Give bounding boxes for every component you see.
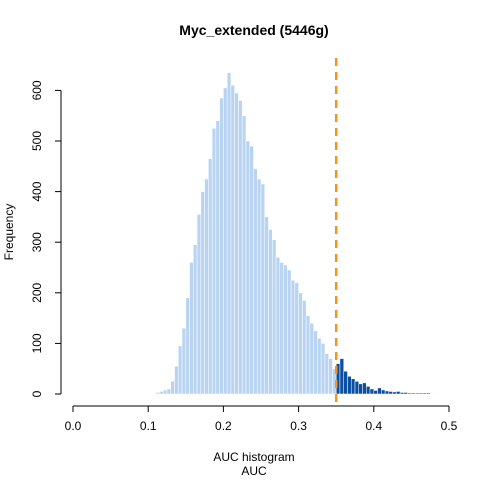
x-tick-label: 0.4 <box>365 419 382 433</box>
histogram-bar <box>260 183 266 395</box>
histogram-bar <box>208 158 213 395</box>
x-axis-label-line1: AUC histogram <box>213 450 294 464</box>
histogram-bar <box>178 345 183 395</box>
x-axis: 0.0 0.1 0.2 0.3 0.4 0.5 <box>65 405 458 433</box>
histogram-bar <box>366 386 371 395</box>
histogram-bar <box>234 92 239 395</box>
histogram-bar <box>200 191 205 395</box>
histogram-bar <box>279 262 284 395</box>
histogram-bar <box>411 392 416 395</box>
histogram-bar <box>414 392 420 395</box>
histogram-bar <box>418 392 423 395</box>
x-tick-label: 0.2 <box>215 419 232 433</box>
histogram-bar <box>433 393 438 395</box>
histogram-bar <box>392 391 397 395</box>
histogram-bar <box>396 391 401 395</box>
histogram-bar <box>245 140 250 395</box>
histogram-bar <box>272 239 277 395</box>
x-tick-label: 0.5 <box>441 419 458 433</box>
histogram-bar <box>388 391 393 395</box>
y-axis-label: Frequency <box>2 204 16 261</box>
histogram-bar <box>204 178 209 395</box>
histogram-bar <box>407 392 412 395</box>
histogram-bar <box>211 128 217 395</box>
histogram-bar <box>313 330 318 395</box>
chart-title: Myc_extended (5446g) <box>179 22 328 38</box>
histogram-bar <box>287 269 292 395</box>
histogram-bar <box>422 392 427 395</box>
histogram-bar <box>238 100 243 395</box>
histogram-bar <box>373 390 378 395</box>
histogram-bar <box>309 322 314 395</box>
histogram-bar <box>320 343 326 395</box>
histogram-bar <box>354 381 360 395</box>
histogram-bar <box>268 229 273 395</box>
histogram-bar <box>219 97 224 395</box>
histogram-bar <box>302 300 307 395</box>
histogram-bar <box>256 178 262 395</box>
histogram-bar <box>403 392 408 395</box>
histogram-bar <box>275 257 281 395</box>
histogram-bar <box>253 168 258 395</box>
histogram-bar <box>384 390 390 395</box>
histogram-bar <box>343 370 348 395</box>
y-tick-label: 600 <box>30 80 44 100</box>
histogram-bar <box>377 387 382 395</box>
histogram-bar <box>249 145 254 395</box>
histogram-bar <box>324 353 329 395</box>
y-tick-label: 300 <box>30 232 44 252</box>
histogram-bar <box>162 389 168 395</box>
histogram-bar <box>174 365 179 395</box>
y-tick-label: 0 <box>30 390 44 397</box>
histogram-bar <box>223 87 228 395</box>
x-tick-label: 0.0 <box>65 419 82 433</box>
histogram-bar <box>230 85 235 395</box>
histogram-bar <box>185 297 190 395</box>
histogram-bar <box>189 262 194 395</box>
x-tick-label: 0.1 <box>140 419 157 433</box>
histogram-bar <box>298 292 303 395</box>
histogram-bar <box>159 391 164 395</box>
histogram-bar <box>358 383 363 395</box>
histogram-bar <box>426 392 431 395</box>
y-axis: 0 100 200 300 400 500 600 <box>30 80 62 397</box>
histogram-bar <box>196 214 202 395</box>
histogram-bar <box>241 115 247 395</box>
histogram-bar <box>369 388 375 395</box>
histogram-bar <box>381 389 386 395</box>
histogram-bar <box>283 264 288 395</box>
histogram-bar <box>166 388 172 395</box>
y-tick-label: 100 <box>30 333 44 353</box>
y-tick-label: 200 <box>30 282 44 302</box>
histogram-bar <box>155 392 160 395</box>
histogram-bar <box>170 381 175 395</box>
y-tick-label: 500 <box>30 131 44 151</box>
histogram-bars <box>155 72 438 395</box>
histogram-bar <box>215 120 220 395</box>
y-tick-label: 400 <box>30 181 44 201</box>
histogram-bar <box>181 327 187 395</box>
x-axis-label-line2: AUC <box>241 464 267 478</box>
histogram-bar <box>399 392 405 395</box>
x-tick-label: 0.3 <box>290 419 307 433</box>
histogram-bar <box>347 376 352 395</box>
histogram-bar <box>328 358 333 395</box>
histogram-bar <box>362 382 367 395</box>
histogram-bar <box>339 358 344 395</box>
histogram-bar <box>264 216 269 395</box>
histogram-bar <box>317 338 322 395</box>
histogram-bar <box>193 244 198 395</box>
histogram-bar <box>294 282 299 395</box>
histogram-bar <box>305 315 311 395</box>
histogram-bar <box>429 393 435 395</box>
histogram-bar <box>290 279 296 395</box>
histogram-bar <box>226 72 232 395</box>
histogram-bar <box>350 378 356 395</box>
